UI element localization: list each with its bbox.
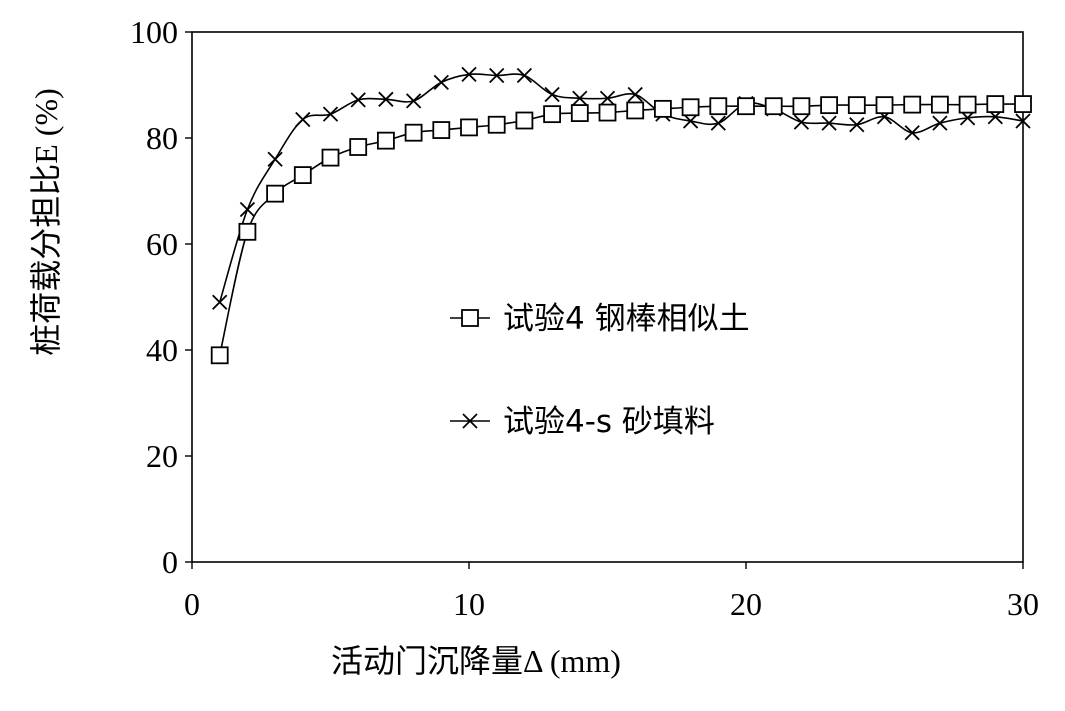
y-tick-label: 60: [146, 226, 178, 262]
data-point-x: [932, 115, 948, 131]
data-point-square: [847, 96, 866, 115]
y-tick-label: 80: [146, 120, 178, 156]
plot-area: [191, 31, 1024, 563]
data-point-square: [293, 166, 312, 185]
series-group: [210, 66, 1032, 365]
data-point-square: [349, 138, 368, 156]
data-point-x: [821, 115, 837, 131]
x-tick-label: 20: [730, 586, 762, 622]
data-point-square: [598, 103, 617, 122]
data-point-x: [378, 91, 394, 107]
y-axis-label: 桩荷载分担比E (%): [28, 88, 64, 356]
data-point-x: [627, 86, 643, 103]
series-sand-fill: [212, 66, 1031, 310]
y-tick-label: 100: [130, 14, 178, 50]
data-point-square: [681, 98, 700, 117]
data-point-square: [737, 97, 755, 116]
data-point-square: [321, 148, 340, 167]
data-point-square: [764, 97, 783, 116]
data-point-x: [793, 114, 810, 130]
data-point-x: [572, 90, 588, 106]
legend-label: 试验4 钢棒相似土: [503, 301, 750, 337]
x-axis-label: 活动门沉降量Δ (mm): [331, 643, 621, 679]
data-point-square: [266, 184, 285, 203]
data-point-square: [570, 104, 589, 122]
series-steel-rod: [210, 95, 1032, 365]
data-point-square: [404, 123, 423, 142]
data-point-square: [820, 96, 838, 115]
data-point-x: [489, 67, 505, 84]
data-point-square: [875, 96, 894, 115]
data-point-x: [267, 151, 283, 167]
legend-item: 试验4-s 砂填料: [450, 404, 715, 440]
y-tick-label: 0: [162, 544, 178, 580]
data-point-square: [487, 115, 506, 134]
data-point-square: [432, 121, 451, 139]
data-point-square: [903, 95, 922, 114]
legend-marker: [462, 413, 478, 429]
data-point-square: [931, 95, 949, 114]
x-tick-label: 10: [453, 586, 485, 622]
data-point-square: [654, 99, 672, 118]
series-line: [218, 73, 1024, 303]
y-tick-label: 40: [146, 332, 178, 368]
data-point-square: [792, 97, 811, 116]
data-point-x: [212, 294, 228, 310]
data-point-x: [405, 93, 422, 109]
data-point-square: [460, 118, 478, 137]
data-point-square: [515, 111, 534, 130]
legend-label: 试验4-s 砂填料: [503, 404, 715, 440]
data-point-square: [958, 95, 977, 114]
data-point-x: [849, 117, 865, 133]
data-point-square: [709, 97, 728, 116]
data-point-square: [376, 131, 395, 150]
data-point-x: [239, 201, 256, 218]
data-point-square: [1014, 95, 1032, 113]
data-point-x: [322, 106, 339, 122]
data-point-x: [682, 113, 699, 129]
data-point-x: [710, 115, 726, 131]
data-point-square: [210, 346, 229, 365]
data-point-x: [904, 125, 920, 141]
data-point-square: [543, 105, 561, 124]
legend-item: 试验4 钢棒相似土: [450, 301, 750, 337]
axis-ticks: 0 20 40 60 80 100 0 10 20 30: [130, 14, 1039, 622]
data-point-x: [1015, 113, 1031, 129]
x-tick-label: 30: [1007, 586, 1039, 622]
data-point-x: [433, 74, 449, 90]
data-point-x: [544, 86, 560, 103]
data-point-square: [238, 222, 257, 241]
plot-frame: [191, 31, 1024, 563]
data-point-x: [599, 90, 616, 106]
data-point-x: [350, 92, 366, 108]
data-point-x: [516, 67, 533, 84]
data-point-x: [461, 66, 477, 83]
legend-marker: [461, 309, 479, 327]
data-point-square: [626, 101, 645, 120]
data-point-square: [986, 95, 1005, 113]
x-tick-label: 0: [184, 586, 200, 622]
y-tick-label: 20: [146, 438, 178, 474]
data-point-x: [295, 111, 311, 128]
